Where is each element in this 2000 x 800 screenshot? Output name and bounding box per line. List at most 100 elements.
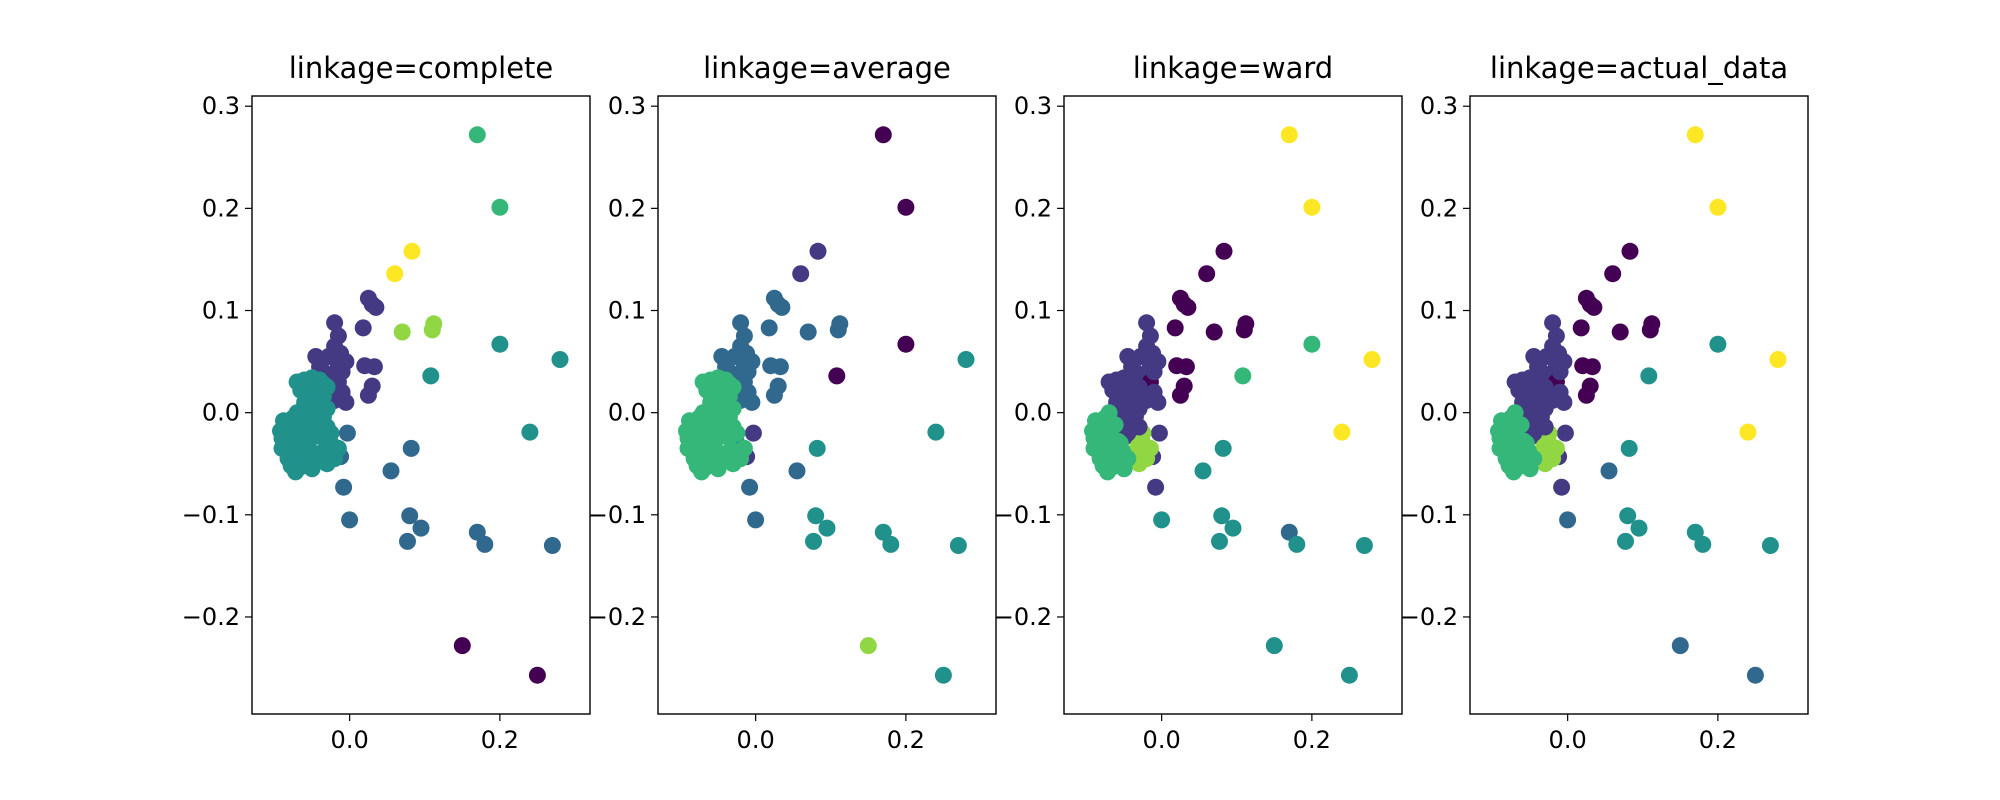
scatter-point: [1585, 298, 1603, 316]
scatter-point: [528, 666, 546, 684]
scatter-point: [401, 507, 419, 525]
scatter-point: [1214, 439, 1232, 457]
scatter-point: [279, 450, 297, 468]
scatter-point: [302, 443, 320, 460]
scatter-point: [1150, 424, 1168, 442]
scatter-point: [1280, 126, 1298, 144]
scatter-point: [1512, 416, 1530, 434]
y-tick-label: 0.1: [202, 297, 240, 325]
scatter-point: [760, 319, 778, 337]
scatter-point: [1611, 323, 1629, 341]
scatter-point: [1600, 462, 1618, 480]
scatter-point: [1523, 377, 1541, 395]
y-tick-label: 0.3: [608, 92, 646, 120]
scatter-point: [1363, 351, 1381, 368]
scatter-point: [1265, 637, 1283, 655]
scatter-point: [1621, 242, 1639, 260]
scatter-point: [1604, 265, 1622, 283]
scatter-point: [335, 478, 353, 496]
subplot-complete: 0.3 0.2 0.1 0.0 −0.1 −0.2 0.0 0.2 linkage=comple…: [182, 51, 591, 754]
y-tick-label: −0.1: [994, 501, 1052, 529]
y-tick-label: −0.1: [588, 501, 646, 529]
scatter-point: [543, 537, 561, 554]
scatter-point: [551, 351, 569, 368]
scatter-point: [1211, 532, 1228, 550]
scatter-point: [402, 439, 420, 457]
y-tick-label: 0.0: [202, 399, 240, 427]
scatter-point: [272, 422, 289, 440]
y-tick-label: −0.2: [182, 603, 240, 631]
scatter-point: [468, 126, 486, 144]
y-tick-label: 0.2: [202, 194, 240, 222]
scatter-point: [1739, 423, 1757, 441]
scatter-point: [1198, 265, 1216, 283]
scatter-point: [1280, 523, 1298, 541]
scatter-point: [1709, 198, 1727, 216]
y-tick-label: −0.1: [182, 501, 240, 529]
scatter-point: [294, 416, 312, 434]
y-tick-label: 0.3: [1014, 92, 1052, 120]
scatter-point: [1746, 666, 1764, 684]
y-tick-label: 0.0: [1420, 399, 1458, 427]
scatter-point: [818, 519, 836, 537]
scatter-point: [809, 242, 827, 260]
scatter-point: [367, 298, 385, 316]
scatter-point: [1106, 416, 1124, 434]
scatter-point: [1084, 422, 1101, 440]
scatter-point: [744, 424, 762, 442]
scatter-point: [1179, 298, 1197, 316]
scatter-point: [788, 462, 806, 480]
scatter-point: [1138, 314, 1156, 332]
subplot-title: linkage=average: [703, 51, 951, 85]
scatter-point: [287, 463, 305, 481]
x-tick-label: 0.2: [1293, 726, 1331, 754]
scatter-point: [1224, 519, 1242, 537]
scatter-point: [874, 126, 892, 144]
scatter-point: [805, 532, 822, 550]
y-tick-label: 0.2: [608, 194, 646, 222]
scatter-points: [678, 126, 975, 684]
scatter-point: [828, 367, 846, 385]
scatter-point: [393, 323, 411, 341]
scatter-point: [1340, 666, 1358, 684]
scatter-points: [1084, 126, 1381, 684]
scatter-point: [685, 450, 703, 468]
scatter-point: [1619, 507, 1637, 525]
scatter-point: [1505, 463, 1523, 481]
y-tick-label: 0.2: [1420, 194, 1458, 222]
scatter-point: [382, 462, 400, 480]
scatter-point: [1572, 319, 1590, 337]
scatter-point: [1215, 242, 1233, 260]
scatter-point: [771, 358, 789, 376]
scatter-point: [1686, 126, 1704, 144]
scatter-point: [1490, 422, 1507, 440]
scatter-point: [1114, 443, 1132, 460]
scatter-point: [1099, 463, 1117, 481]
scatter-point: [693, 463, 711, 481]
scatter-point: [326, 314, 344, 332]
subplot-average: 0.3 0.2 0.1 0.0 −0.1 −0.2 0.0 0.2 linkage=averag…: [588, 51, 997, 754]
scatter-point: [927, 423, 945, 441]
scatter-point: [1497, 450, 1515, 468]
scatter-point: [1617, 532, 1634, 550]
scatter-point: [1559, 511, 1577, 529]
scatter-point: [1117, 377, 1135, 395]
y-tick-label: −0.2: [1400, 603, 1458, 631]
scatter-point: [792, 265, 810, 283]
subplot-ward: 0.3 0.2 0.1 0.0 −0.1 −0.2 0.0 0.2 linkage=ward: [994, 51, 1403, 754]
scatter-point: [468, 523, 486, 541]
scatter-point: [1583, 358, 1601, 376]
scatter-point: [882, 535, 900, 553]
scatter-point: [700, 416, 718, 434]
scatter-point: [412, 519, 430, 537]
y-tick-label: −0.1: [1400, 501, 1458, 529]
scatter-point: [453, 637, 471, 655]
scatter-point: [1630, 519, 1648, 537]
scatter-point: [739, 363, 757, 381]
y-tick-label: −0.2: [588, 603, 646, 631]
x-tick-label: 0.2: [887, 726, 925, 754]
scatter-point: [333, 363, 351, 381]
x-tick-label: 0.0: [331, 726, 369, 754]
scatter-point: [476, 535, 494, 553]
scatter-point: [717, 391, 735, 409]
